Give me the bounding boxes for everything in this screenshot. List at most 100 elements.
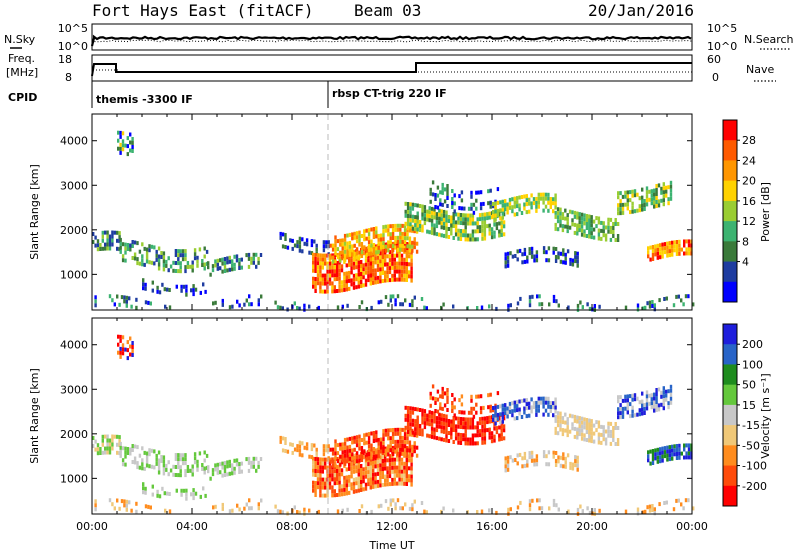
power-cell xyxy=(331,247,335,252)
power-cell xyxy=(457,232,460,237)
power-cell xyxy=(233,254,236,259)
velocity-cell xyxy=(470,398,473,403)
power-cell xyxy=(104,230,107,235)
power-cell xyxy=(418,220,422,224)
velocity-cell xyxy=(331,485,334,490)
power-cell xyxy=(223,265,227,269)
velocity-cell xyxy=(384,474,387,479)
velocity-cell xyxy=(133,456,137,461)
power-cell xyxy=(150,260,154,265)
velocity-cell xyxy=(376,479,380,484)
velocity-cell xyxy=(554,397,557,402)
power-cell xyxy=(481,232,484,237)
velocity-cell xyxy=(475,394,478,399)
power-cell xyxy=(346,241,349,246)
velocity-cell xyxy=(559,419,562,424)
power-cell xyxy=(386,270,389,275)
power-cell xyxy=(369,257,372,262)
power-cell xyxy=(377,245,380,250)
velocity-cell xyxy=(471,433,475,438)
velocity-cell xyxy=(661,458,664,463)
velocity-cell xyxy=(399,439,402,444)
velocity-cell xyxy=(314,461,317,465)
power-cell xyxy=(526,255,529,260)
power-cell xyxy=(408,248,412,253)
power-cell xyxy=(509,251,512,256)
velocity-cell xyxy=(504,460,507,465)
velocity-cell xyxy=(348,448,352,453)
power-cell xyxy=(144,300,148,305)
velocity-cell xyxy=(326,473,329,478)
power-cell xyxy=(367,236,371,241)
velocity-cell xyxy=(381,455,384,459)
power-cell xyxy=(552,294,556,299)
power-cell xyxy=(367,228,371,233)
power-cell xyxy=(389,298,392,303)
power-cell xyxy=(362,251,365,256)
velocity-cell xyxy=(409,410,412,415)
power-cell xyxy=(462,221,465,226)
velocity-cell xyxy=(119,350,122,355)
power-cell xyxy=(450,219,453,224)
power-cell xyxy=(379,263,382,268)
velocity-cell xyxy=(478,433,482,438)
power-cell xyxy=(328,273,332,278)
velocity-cell xyxy=(358,458,361,463)
power-cell xyxy=(557,255,560,260)
velocity-cell xyxy=(452,428,455,432)
power-cell xyxy=(341,238,344,243)
power-cell xyxy=(101,234,104,239)
velocity-cell xyxy=(533,458,536,463)
velocity-cell xyxy=(316,457,320,462)
power-cell xyxy=(602,229,605,234)
power-cell xyxy=(636,208,639,213)
velocity-cell xyxy=(317,509,320,514)
power-cell xyxy=(355,235,359,240)
power-cell xyxy=(231,263,234,268)
velocity-cell xyxy=(108,446,112,451)
velocity-cell xyxy=(370,447,373,452)
velocity-cell xyxy=(547,462,551,467)
power-cell xyxy=(651,253,655,257)
power-cell xyxy=(391,224,395,228)
velocity-cell xyxy=(416,423,419,428)
power-cell xyxy=(457,216,460,221)
velocity-cell xyxy=(403,444,407,449)
velocity-cell xyxy=(421,408,424,413)
velocity-cell xyxy=(145,451,149,456)
velocity-cell xyxy=(384,458,387,463)
power-cell xyxy=(340,264,344,269)
power-cell xyxy=(345,275,348,280)
power-cell xyxy=(343,271,346,276)
velocity-cell xyxy=(314,469,317,473)
velocity-cell xyxy=(372,451,376,455)
power-cell xyxy=(226,260,229,265)
velocity-cell xyxy=(401,506,404,511)
velocity-cell xyxy=(343,457,347,462)
power-cell xyxy=(384,228,388,233)
velocity-cell xyxy=(585,430,589,434)
velocity-cell xyxy=(405,482,408,486)
power-cell xyxy=(316,261,320,266)
power-cell xyxy=(348,232,352,237)
velocity-cell xyxy=(161,486,164,491)
power-cell xyxy=(157,258,161,263)
power-cell xyxy=(413,295,416,300)
power-cell xyxy=(379,251,382,256)
power-cell xyxy=(389,240,392,245)
velocity-cell xyxy=(386,466,389,471)
power-cell xyxy=(648,300,652,305)
power-cell xyxy=(520,195,524,199)
velocity-cell xyxy=(559,415,562,420)
velocity-cell xyxy=(471,417,475,422)
power-cell xyxy=(559,207,562,212)
velocity-cell xyxy=(406,448,409,453)
velocity-cell xyxy=(324,457,327,462)
power-cell xyxy=(169,264,173,269)
power-cell xyxy=(673,248,676,253)
power-cell xyxy=(669,188,673,193)
velocity-cell xyxy=(457,440,460,445)
power-cell xyxy=(556,207,560,212)
power-cell xyxy=(655,188,658,192)
